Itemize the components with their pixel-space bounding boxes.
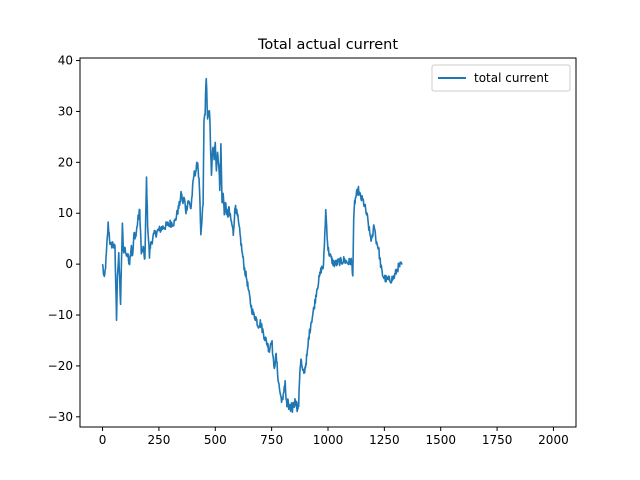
x-tick-label: 250 <box>147 433 170 447</box>
x-tick-label: 1500 <box>425 433 456 447</box>
y-tick-label: 40 <box>58 54 73 68</box>
y-tick-label: 20 <box>58 155 73 169</box>
series-line-0 <box>101 77 403 414</box>
legend: total current <box>431 64 571 92</box>
x-tick-label: 500 <box>204 433 227 447</box>
y-tick-label: 10 <box>58 206 73 220</box>
plot-area <box>101 77 403 414</box>
x-tick-label: 1000 <box>313 433 344 447</box>
y-tick-label: 0 <box>65 257 73 271</box>
x-tick-label: 1750 <box>482 433 513 447</box>
y-tick-label: −10 <box>48 308 73 322</box>
y-tick-label: −20 <box>48 359 73 373</box>
y-tick-label: −30 <box>48 410 73 424</box>
axes: 0 250 500 750 1000 1250 1500 1750 2000 −30 −20 −10 0… <box>48 54 577 447</box>
legend-label: total current <box>474 71 549 85</box>
x-tick-label: 750 <box>260 433 283 447</box>
chart-title: Total actual current <box>257 37 398 53</box>
legend-box <box>431 64 571 92</box>
x-tick-label: 0 <box>99 433 107 447</box>
x-tick-label: 2000 <box>538 433 569 447</box>
x-tick-label: 1250 <box>369 433 400 447</box>
y-tick-label: 30 <box>58 104 73 118</box>
